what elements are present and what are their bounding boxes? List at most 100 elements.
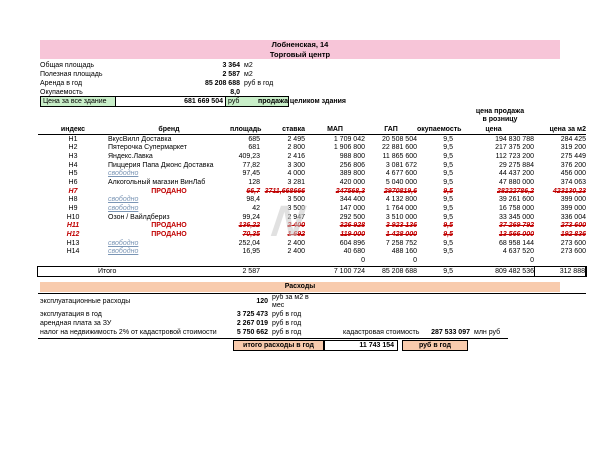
cell-index: H1 bbox=[68, 135, 78, 143]
cell-price: 68 958 144 bbox=[498, 239, 534, 247]
cell-gap: 2970819,6 bbox=[383, 187, 417, 195]
summary-unit: руб в год bbox=[244, 80, 274, 87]
cell-map: 292 500 bbox=[339, 213, 365, 221]
cell-gap: 4 132 800 bbox=[385, 196, 417, 204]
cell-brand: ПРОДАНО bbox=[151, 187, 187, 195]
cell-map: 1 709 042 bbox=[333, 135, 365, 143]
cell-brand: Алкогольный магазин ВинЛаб bbox=[108, 178, 206, 186]
cell-area: 98,4 bbox=[246, 196, 260, 204]
cell-rate: 1 692 bbox=[287, 231, 305, 239]
whole-building-sale-note: продажа целиком здания bbox=[258, 98, 347, 105]
cell-brand[interactable]: свободно bbox=[108, 239, 139, 247]
cell-map: 147 000 bbox=[339, 205, 365, 212]
cell-price: 33 345 000 bbox=[498, 213, 534, 221]
cell-rate: 3 281 bbox=[287, 178, 305, 186]
cadastral-unit: млн руб bbox=[474, 329, 501, 336]
cell-price-per-m2: 192 836 bbox=[560, 231, 586, 239]
table-row: H10 Озон / Вайлдбериз 99,24 2 947 292 50… bbox=[38, 214, 586, 223]
cell-area: 681 bbox=[248, 144, 260, 152]
cell-map: 256 806 bbox=[339, 161, 365, 169]
cell-price: 13 566 000 bbox=[498, 231, 534, 239]
totals-price: 809 482 536 bbox=[495, 267, 534, 275]
col-header-rate: ставка bbox=[282, 126, 305, 133]
cell-price-per-m2: 376 200 bbox=[560, 161, 586, 169]
cell-occupancy: 9,5 bbox=[443, 248, 453, 256]
cell-price-per-m2: 336 004 bbox=[560, 213, 586, 221]
cell-area: 77,82 bbox=[242, 161, 260, 169]
cell-area: 252,04 bbox=[238, 239, 260, 247]
cell-occupancy: 9,5 bbox=[443, 231, 453, 239]
expense-value: 3 725 473 bbox=[236, 311, 268, 318]
expense-label: налог на недвижимость 2% от кадастровой … bbox=[40, 329, 217, 336]
cell-area: 409,23 bbox=[238, 152, 260, 160]
cell-price-per-m2: 374 063 bbox=[560, 178, 586, 186]
zero-row: 0 0 0 bbox=[38, 257, 586, 266]
cell-brand[interactable]: свободно bbox=[108, 248, 139, 256]
page-title-building-type: Торговый центр bbox=[269, 49, 331, 59]
cell-map: 119 000 bbox=[340, 231, 365, 239]
cell-area: 685 bbox=[248, 135, 260, 143]
cell-rate: 3711,668666 bbox=[264, 187, 305, 195]
expense-value: 5 750 662 bbox=[236, 329, 268, 336]
zero-map: 0 bbox=[361, 256, 365, 264]
cell-gap: 5 040 000 bbox=[385, 178, 417, 186]
table-row: H1 ВкусВилл Доставка 685 2 495 1 709 042… bbox=[38, 136, 586, 145]
tax-row-underline bbox=[38, 337, 508, 339]
cell-map: 40 680 bbox=[343, 248, 365, 256]
table-row: H5 свободно 97,45 4 000 389 800 4 677 60… bbox=[38, 170, 586, 179]
zero-price: 0 bbox=[530, 256, 534, 264]
cell-brand: Озон / Вайлдбериз bbox=[108, 213, 170, 221]
summary-label: Окупаемость bbox=[40, 89, 83, 96]
cell-price-per-m2: 399 000 bbox=[560, 196, 586, 204]
cell-occupancy: 9,5 bbox=[443, 239, 453, 247]
cell-price-per-m2: 423130,23 bbox=[552, 187, 586, 195]
cell-index: H11 bbox=[66, 222, 80, 230]
table-row: H6 Алкогольный магазин ВинЛаб 128 3 281 … bbox=[38, 179, 586, 188]
summary-unit: м2 bbox=[244, 62, 253, 69]
cell-occupancy: 9,5 bbox=[443, 187, 453, 195]
cell-price: 16 758 000 bbox=[498, 205, 534, 212]
summary-value: 8,0 bbox=[230, 89, 240, 96]
summary-value: 3 364 bbox=[222, 62, 240, 69]
cell-gap: 1 428 000 bbox=[385, 231, 417, 239]
table-row: H3 Яндекс.Лавка 409,23 2 416 988 800 11 … bbox=[38, 153, 586, 162]
cell-map: 1 906 800 bbox=[333, 144, 365, 152]
cell-index: H9 bbox=[68, 205, 78, 212]
cell-index: H4 bbox=[68, 161, 78, 169]
cell-price: 4 637 520 bbox=[502, 248, 534, 256]
table-row: H9 свободно 42 3 500 147 000 1 764 000 9… bbox=[38, 205, 586, 214]
expenses-title-band: Расходы bbox=[40, 282, 560, 292]
cell-area: 66,7 bbox=[246, 187, 260, 195]
col-header-occupancy: окупаемость bbox=[417, 126, 462, 133]
expense-value: 120 bbox=[256, 298, 268, 305]
cell-area: 136,22 bbox=[238, 222, 260, 230]
col-header-price: цена bbox=[485, 126, 502, 133]
cell-rate: 2 400 bbox=[287, 222, 305, 230]
totals-label: Итого bbox=[98, 267, 117, 275]
cell-map: 604 896 bbox=[339, 239, 365, 247]
col-header-price-per-m2: цена за м2 bbox=[549, 126, 586, 133]
cell-occupancy: 9,5 bbox=[443, 213, 453, 221]
cell-area: 16,95 bbox=[242, 248, 260, 256]
cell-occupancy: 9,5 bbox=[443, 222, 453, 230]
cell-index: H6 bbox=[68, 178, 78, 186]
totals-area: 2 587 bbox=[242, 267, 260, 275]
cell-brand[interactable]: свободно bbox=[108, 170, 139, 178]
cell-brand: ПРОДАНО bbox=[151, 222, 187, 230]
zero-gap: 0 bbox=[413, 256, 417, 264]
cell-brand[interactable]: свободно bbox=[108, 196, 139, 204]
summary-row-annual-rent: Аренда в год 85 208 688 руб в год bbox=[40, 79, 340, 88]
header-divider-line bbox=[38, 133, 586, 136]
cell-brand[interactable]: свободно bbox=[108, 205, 139, 212]
watermark: N bbox=[268, 197, 308, 246]
cell-map: 420 000 bbox=[339, 178, 365, 186]
cell-brand: Пиццерия Папа Джонс Доставка bbox=[108, 161, 214, 169]
cell-rate: 3 500 bbox=[287, 205, 305, 212]
cell-gap: 1 764 000 bbox=[385, 205, 417, 212]
cell-price: 28222786,2 bbox=[497, 187, 534, 195]
cell-map: 344 400 bbox=[339, 196, 365, 204]
cell-gap: 7 258 752 bbox=[385, 239, 417, 247]
cell-price: 44 437 200 bbox=[498, 170, 534, 178]
cell-gap: 4 677 600 bbox=[385, 170, 417, 178]
